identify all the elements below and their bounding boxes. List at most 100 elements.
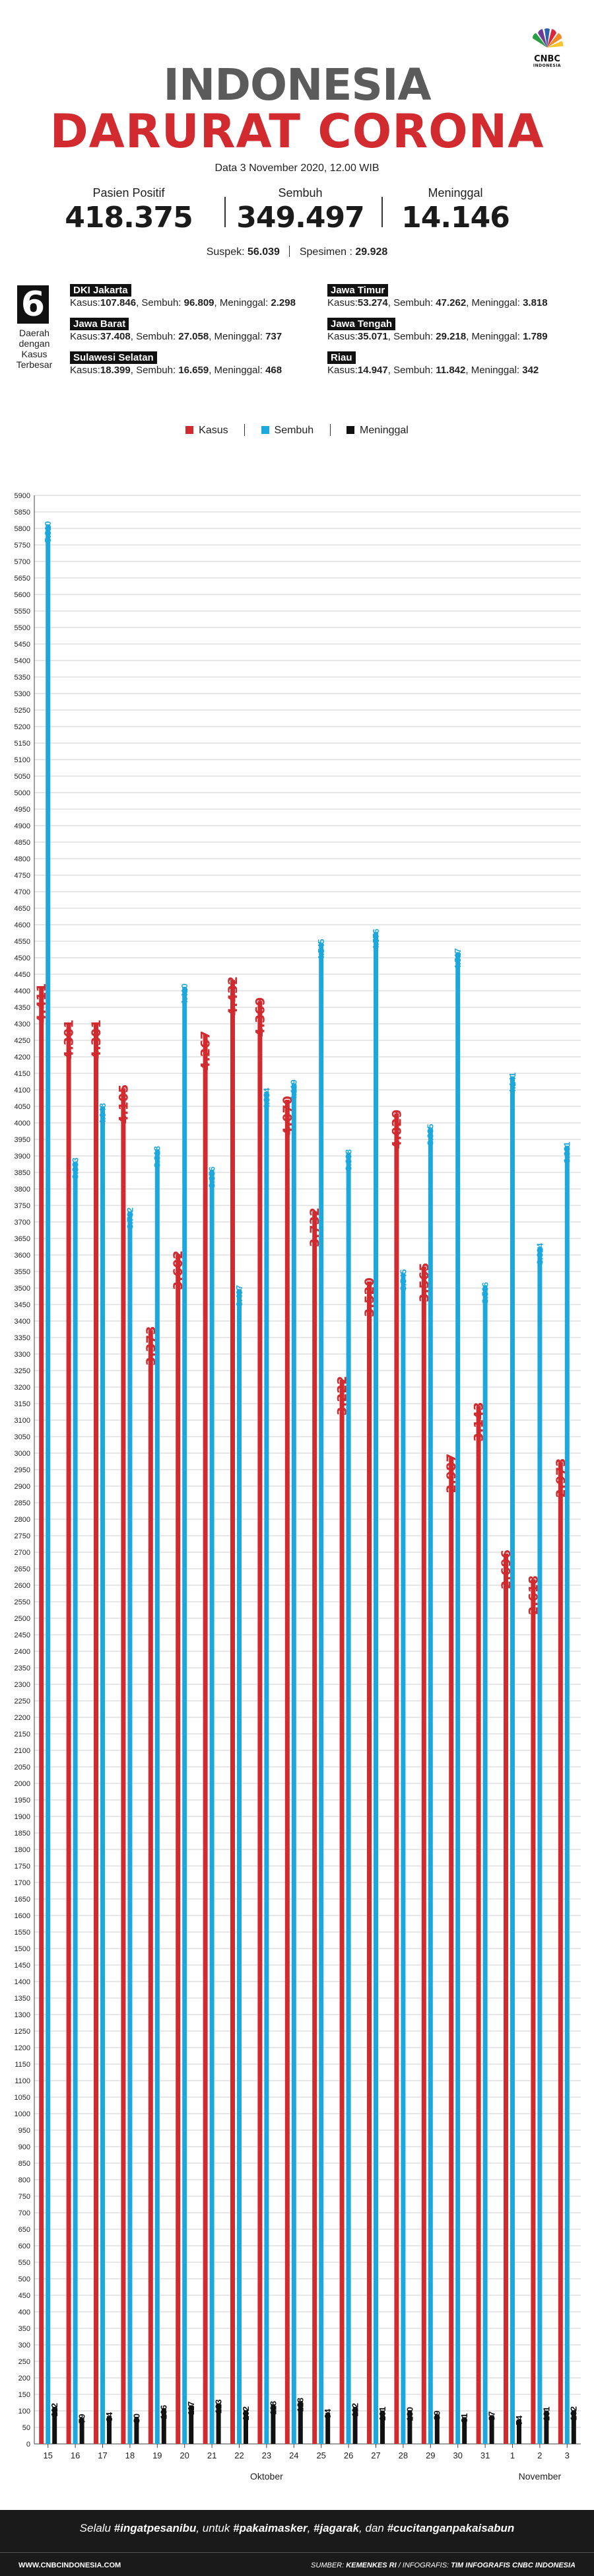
website-link[interactable]: WWW.CNBCINDONESIA.COM: [18, 2561, 121, 2569]
bar-kasus: [421, 1266, 426, 2444]
data-label-sembuh: 3.497: [234, 1285, 244, 1307]
data-label-meninggal: 123: [214, 2400, 224, 2414]
y-tick-label: 3850: [15, 1169, 30, 1177]
y-tick-label: 300: [18, 2342, 30, 2349]
data-label-kasus: 4.432: [226, 976, 240, 1016]
y-tick-label: 3350: [15, 1334, 30, 1342]
y-tick-label: 600: [18, 2242, 30, 2250]
bar-kasus: [176, 1254, 181, 2444]
y-tick-label: 5700: [15, 558, 30, 566]
y-tick-label: 1500: [15, 1945, 30, 1953]
y-tick-label: 2550: [15, 1598, 30, 1606]
y-tick-label: 2200: [15, 1714, 30, 1722]
y-tick-label: 4600: [15, 921, 30, 929]
bar-sembuh: [510, 1076, 515, 2444]
bar-meninggal: [244, 2410, 248, 2444]
data-label-meninggal: 89: [432, 2411, 442, 2420]
y-tick-label: 3900: [15, 1153, 30, 1161]
region-riau: Riau Kasus:14.947, Sembuh: 11.842, Menin…: [327, 351, 539, 376]
bar-meninggal: [325, 2413, 331, 2444]
region-jawa-barat: Jawa Barat Kasus:37.408, Sembuh: 27.058,…: [70, 318, 282, 342]
y-tick-label: 4450: [15, 971, 30, 979]
data-label-kasus: 2.696: [499, 1550, 513, 1589]
y-tick-label: 2950: [15, 1466, 30, 1474]
y-tick-label: 800: [18, 2176, 30, 2184]
data-label-sembuh: 3.918: [152, 1146, 162, 1168]
bar-meninggal: [79, 2417, 84, 2444]
y-tick-label: 2850: [15, 1499, 30, 1507]
data-label-meninggal: 101: [378, 2407, 387, 2421]
bar-kasus: [558, 1462, 563, 2444]
y-tick-label: 3250: [15, 1367, 30, 1375]
bar-kasus: [449, 1457, 454, 2444]
bar-meninggal: [571, 2410, 576, 2444]
bar-kasus: [504, 1554, 508, 2444]
data-label-meninggal: 101: [541, 2407, 551, 2421]
bar-kasus: [312, 1211, 317, 2444]
y-tick-label: 5850: [15, 509, 30, 517]
bar-sembuh: [154, 1150, 160, 2444]
y-tick-label: 4250: [15, 1037, 30, 1045]
y-tick-label: 4700: [15, 888, 30, 896]
title-line-2: DARURAT CORONA: [50, 104, 544, 159]
y-tick-label: 3750: [15, 1202, 30, 1210]
y-tick-label: 5000: [15, 789, 30, 797]
y-tick-label: 5150: [15, 740, 30, 748]
y-tick-label: 650: [18, 2226, 30, 2234]
y-tick-label: 3600: [15, 1252, 30, 1260]
y-tick-label: 4900: [15, 822, 30, 830]
y-tick-label: 2400: [15, 1648, 30, 1656]
bar-sembuh: [564, 1145, 570, 2444]
y-tick-label: 2750: [15, 1532, 30, 1540]
data-label-kasus: 3.373: [144, 1326, 158, 1366]
data-label-sembuh: 3.732: [125, 1207, 135, 1229]
bar-sembuh: [127, 1211, 133, 2444]
data-label-sembuh: 3.856: [207, 1166, 217, 1188]
y-tick-label: 5650: [15, 575, 30, 583]
spesimen-value: 29.928: [355, 246, 388, 258]
x-tick-label: 24: [289, 2451, 298, 2460]
y-tick-label: 350: [18, 2325, 30, 2333]
stat-positif: Pasien Positif 418.375: [65, 186, 193, 234]
bar-meninggal: [298, 2402, 303, 2444]
y-tick-label: 4100: [15, 1087, 30, 1094]
legend-kasus: Kasus: [185, 425, 228, 437]
source-credit: SUMBER: KEMENKES RI / INFOGRAFIS: TIM IN…: [311, 2561, 576, 2569]
y-tick-label: 1850: [15, 1830, 30, 1838]
y-tick-label: 900: [18, 2143, 30, 2151]
bar-kasus: [394, 1113, 399, 2444]
x-tick-label: 30: [453, 2451, 462, 2460]
data-label-meninggal: 94: [323, 2408, 333, 2418]
y-tick-label: 3200: [15, 1384, 30, 1392]
bar-sembuh: [182, 987, 187, 2444]
data-label-kasus: 4.369: [253, 997, 267, 1037]
stat-divider: [224, 197, 226, 227]
y-tick-label: 1250: [15, 2028, 30, 2036]
y-tick-label: 5200: [15, 723, 30, 731]
bar-kasus: [230, 980, 235, 2444]
y-tick-label: 5350: [15, 674, 30, 682]
bar-kasus: [284, 1100, 290, 2444]
bar-kasus: [148, 1330, 153, 2444]
x-tick-label: 25: [316, 2451, 325, 2460]
region-caption: Daerah dengan Kasus Terbesar: [16, 328, 53, 370]
stat-sembuh: Sembuh 349.497: [236, 186, 364, 234]
y-tick-label: 1750: [15, 1863, 30, 1871]
peacock-logo-icon: [532, 28, 564, 48]
bar-sembuh: [319, 943, 324, 2444]
data-label-sembuh: 4.141: [508, 1073, 517, 1094]
data-label-meninggal: 100: [405, 2407, 414, 2421]
y-tick-label: 4850: [15, 839, 30, 847]
y-tick-label: 4350: [15, 1004, 30, 1012]
y-tick-label: 4000: [15, 1120, 30, 1127]
bar-meninggal: [517, 2419, 521, 2444]
x-tick-label: 18: [125, 2451, 135, 2460]
data-label-meninggal: 102: [569, 2406, 579, 2421]
y-tick-label: 2250: [15, 1698, 30, 1705]
y-tick-label: 4750: [15, 872, 30, 880]
bar-kasus: [476, 1406, 481, 2444]
y-tick-label: 1550: [15, 1929, 30, 1937]
data-label-sembuh: 5.810: [43, 521, 53, 543]
y-tick-label: 1400: [15, 1978, 30, 1986]
footer-band: [0, 2510, 594, 2576]
